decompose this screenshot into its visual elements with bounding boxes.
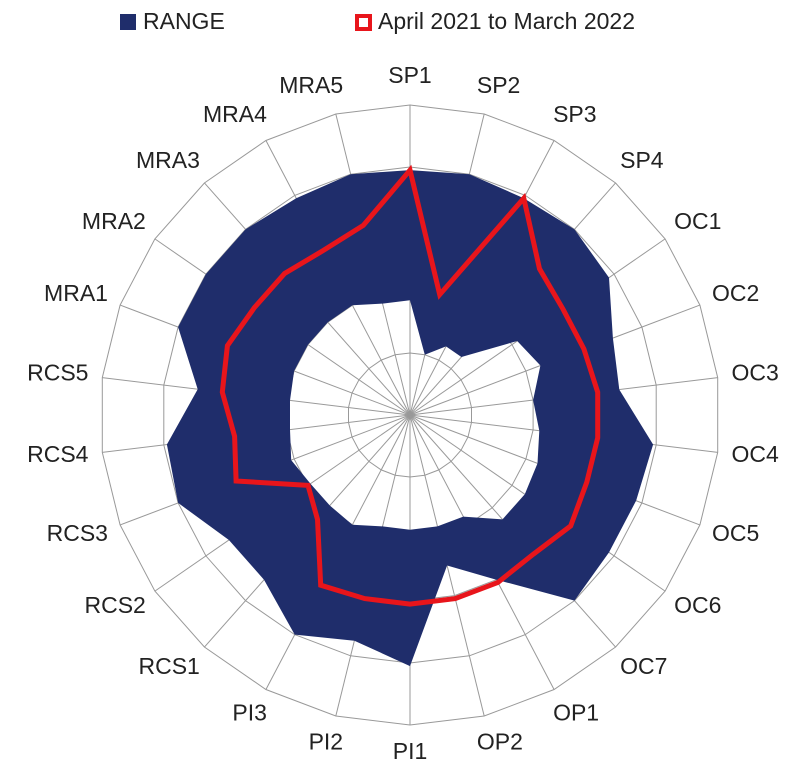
category-label: PI2 [309, 728, 344, 754]
category-label: OP2 [477, 728, 523, 754]
category-label: MRA1 [44, 280, 108, 306]
category-label: OC4 [732, 441, 780, 467]
legend-swatch [120, 14, 136, 30]
legend-label: RANGE [143, 8, 225, 34]
category-label: SP4 [620, 147, 664, 173]
category-label: OC6 [674, 592, 721, 618]
range-area [166, 170, 654, 667]
series-line [219, 164, 601, 607]
category-label: OP1 [553, 699, 599, 725]
category-label: MRA4 [203, 101, 267, 127]
category-label: RCS5 [27, 359, 88, 385]
category-label: OC5 [712, 520, 759, 546]
category-label: MRA5 [279, 72, 343, 98]
category-label: MRA3 [136, 147, 200, 173]
category-label: PI1 [393, 738, 428, 764]
category-label: OC3 [732, 359, 779, 385]
category-label: RCS4 [27, 441, 89, 467]
category-label: OC1 [674, 208, 721, 234]
legend-swatch [355, 14, 372, 31]
category-label: RCS2 [84, 592, 145, 618]
category-label: RCS3 [47, 520, 108, 546]
category-label: OC7 [620, 653, 667, 679]
category-label: MRA2 [82, 208, 146, 234]
legend-label: April 2021 to March 2022 [378, 8, 635, 34]
category-label: SP3 [553, 101, 596, 127]
category-label: SP1 [388, 62, 431, 88]
category-label: SP2 [477, 72, 520, 98]
category-label: PI3 [232, 699, 267, 725]
category-label: OC2 [712, 280, 759, 306]
category-label: RCS1 [139, 653, 200, 679]
